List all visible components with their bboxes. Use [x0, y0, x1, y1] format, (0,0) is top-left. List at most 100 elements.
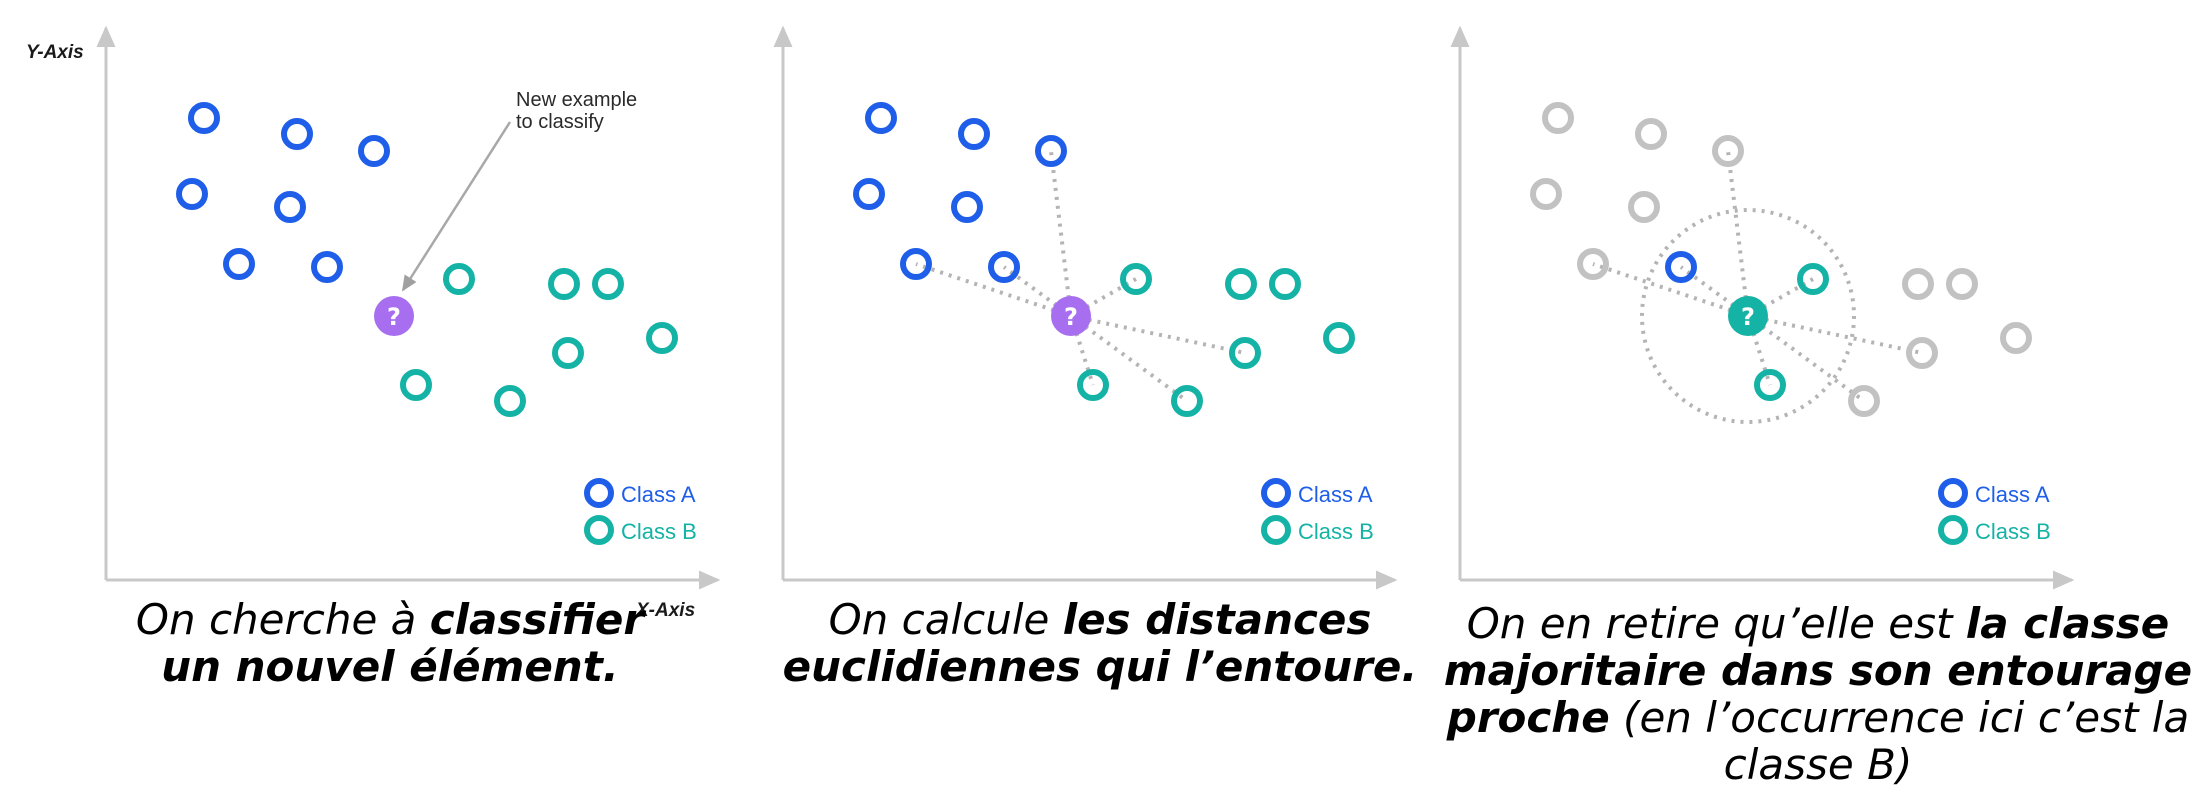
panel-3: ? Class A Class B	[1450, 25, 2075, 590]
distance-line	[1746, 314, 1866, 403]
annotation-arrow	[401, 121, 512, 292]
distance-line	[1070, 314, 1246, 355]
query-point-fill	[374, 296, 414, 336]
faded-point	[1712, 135, 1744, 167]
question-mark-icon: ?	[1064, 303, 1078, 331]
query-point: ?	[1728, 296, 1768, 336]
caption-line: euclidiennes qui l’entoure.	[770, 643, 1430, 690]
legend-class-b-label: Class B	[621, 519, 697, 544]
class-b-point	[1323, 322, 1355, 354]
caption-text: classe B)	[1723, 740, 1913, 790]
class-a-point	[853, 178, 885, 210]
caption-bold-text: euclidiennes qui l’entoure.	[782, 642, 1418, 692]
points-faded	[1530, 102, 2032, 417]
caption-text: (en l’occurrence ici c’est la	[1609, 693, 2190, 743]
caption-panel-3: On en retire qu’elle est la classe major…	[1428, 600, 2208, 788]
legend-class-b-label: Class B	[1975, 519, 2051, 544]
caption-bold-text: majoritaire dans son entourage	[1443, 646, 2193, 696]
class-a-point	[188, 102, 220, 134]
class-a-point	[358, 135, 390, 167]
distance-line	[1726, 150, 1750, 317]
class-a-point	[988, 251, 1020, 283]
caption-line: On cherche à classifier	[20, 596, 760, 643]
distance-line	[1747, 314, 1923, 355]
distance-line	[915, 262, 1072, 318]
legend-class-b-swatch	[1261, 515, 1291, 545]
class-a-point	[223, 248, 255, 280]
caption-line: un nouvel élément.	[20, 643, 760, 690]
question-mark-icon: ?	[387, 303, 401, 331]
neighborhood-circle	[1640, 208, 1856, 424]
faded-point	[2000, 322, 2032, 354]
distance-line	[1592, 262, 1749, 318]
class-b-point	[1171, 385, 1203, 417]
faded-point	[1946, 268, 1978, 300]
caption-text: On calcule	[828, 595, 1063, 644]
class-b-point	[494, 385, 526, 417]
caption-line: On calcule les distances	[770, 596, 1430, 643]
distance-lines	[1592, 150, 1923, 403]
points-class-b	[1077, 263, 1355, 417]
class-b-point	[400, 369, 432, 401]
class-b-point	[548, 268, 580, 300]
panel-2: ? Class A Class B	[773, 25, 1398, 590]
distance-line	[1069, 315, 1095, 386]
distance-line	[1070, 277, 1137, 318]
query-point-fill	[1051, 296, 1091, 336]
class-b-point	[552, 337, 584, 369]
query-point: ?	[374, 296, 414, 336]
class-a-point	[311, 251, 343, 283]
legend-class-a-label: Class A	[1298, 482, 1373, 507]
caption-bold-text: un nouvel élément.	[161, 642, 619, 692]
annotation-line-2: to classify	[516, 111, 604, 133]
faded-point	[1848, 385, 1880, 417]
y-axis-label: Y-Axis	[26, 42, 84, 63]
class-b-point	[1225, 268, 1257, 300]
neighbors-in-circle	[1665, 251, 1829, 401]
legend: Class A Class B	[584, 478, 697, 545]
faded-point	[1530, 178, 1562, 210]
panel-1: Y-Axis X-Axis New example to classify ?	[26, 25, 721, 621]
class-b-point	[592, 268, 624, 300]
caption-panel-2: On calcule les distances euclidiennes qu…	[770, 596, 1430, 690]
distance-lines	[915, 150, 1246, 403]
query-point-fill	[1728, 296, 1768, 336]
caption-bold-text: les distances	[1062, 595, 1372, 644]
x-axis-label: X-Axis	[635, 600, 695, 621]
caption-line: On en retire qu’elle est la classe	[1428, 600, 2208, 647]
legend: Class A Class B	[1261, 478, 1374, 545]
distance-line	[1049, 150, 1073, 317]
distance-line	[1746, 315, 1772, 386]
caption-line: proche (en l’occurrence ici c’est la	[1428, 694, 2208, 741]
class-b-point	[1754, 369, 1786, 401]
caption-bold-text: proche	[1446, 693, 1610, 743]
distance-line	[1747, 277, 1814, 318]
caption-text: On cherche à	[135, 595, 430, 644]
distance-line	[1069, 314, 1189, 403]
annotation-line-1: New example	[516, 89, 637, 111]
legend-class-b-swatch	[1938, 515, 1968, 545]
faded-point	[1906, 337, 1938, 369]
faded-point	[1635, 118, 1667, 150]
points-class-b	[400, 263, 678, 417]
legend-class-a-swatch	[584, 478, 614, 508]
class-a-point	[176, 178, 208, 210]
class-a-point	[281, 118, 313, 150]
caption-panel-1: On cherche à classifier un nouvel élémen…	[20, 596, 760, 690]
class-b-point	[1797, 263, 1829, 295]
faded-point	[1628, 191, 1660, 223]
class-b-point	[646, 322, 678, 354]
class-a-point	[900, 248, 932, 280]
class-b-point	[1077, 369, 1109, 401]
class-a-point	[1665, 251, 1697, 283]
points-class-a	[853, 102, 1067, 283]
class-b-point	[1120, 263, 1152, 295]
class-b-point	[1229, 337, 1261, 369]
caption-line: majoritaire dans son entourage	[1428, 647, 2208, 694]
class-a-point	[958, 118, 990, 150]
legend-class-a-label: Class A	[1975, 482, 2050, 507]
caption-bold-text: la classe	[1965, 599, 2170, 648]
legend-class-a-swatch	[1938, 478, 1968, 508]
points-class-a	[176, 102, 390, 283]
class-a-point	[274, 191, 306, 223]
